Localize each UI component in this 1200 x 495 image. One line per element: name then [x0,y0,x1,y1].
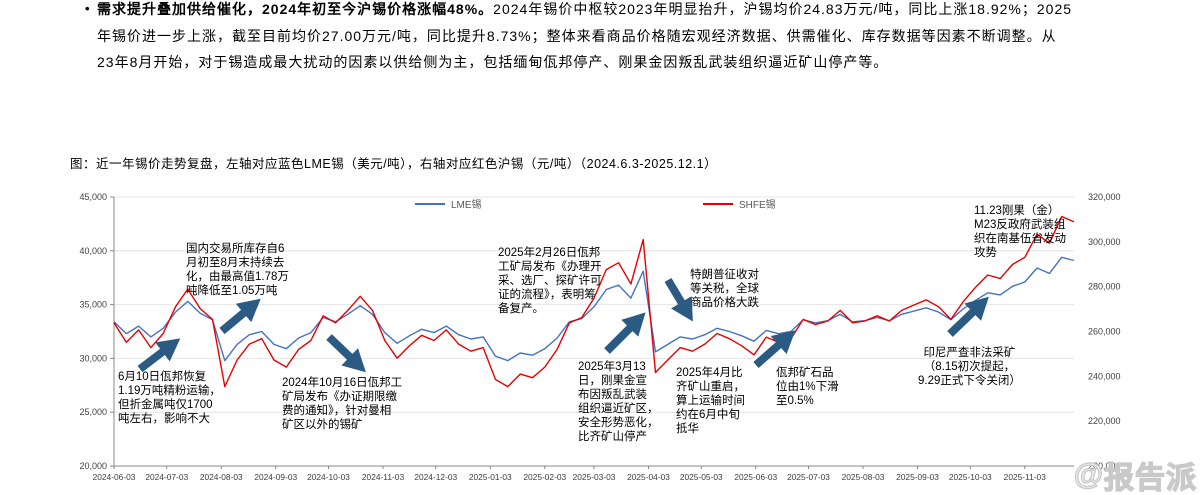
summary-bullet: • 需求提升叠加供给催化，2024年初至今沪锡价格涨幅48%。2024年锡价中枢… [85,0,1072,76]
svg-text:2024-09-03: 2024-09-03 [254,472,297,482]
watermark-logo-icon: @ [1073,457,1104,491]
svg-text:20,000: 20,000 [79,461,107,471]
legend-label-shfe: SHFE锡 [739,200,776,211]
svg-text:2025-02-03: 2025-02-03 [523,472,566,482]
summary-line-1: 需求提升叠加供给催化，2024年初至今沪锡价格涨幅48%。2024年锡价中枢较2… [97,0,1072,23]
trend-arrow-down-apr2025 [664,277,693,322]
svg-text:2025-11-03: 2025-11-03 [1004,472,1047,482]
trend-arrow-up-jun2025 [753,330,796,369]
summary-line-1-bold: 需求提升叠加供给催化，2024年初至今沪锡价格涨幅48%。 [97,1,494,17]
annotation-m23-offensive: 11.23刚果（金） M23反政府武装组 织在南基伍省发动 攻势 [974,205,1066,259]
svg-text:220,000: 220,000 [1088,416,1121,426]
annotation-wa-resume-transport: 6月10日佤邦恢复 1.19万吨精粉运输， 但折金属吨仅1700 吨左右，影响不… [118,371,221,425]
annotation-wa-permit-2025-02: 2025年2月26日佤邦 工矿局发布《办理开 采、选厂、探矿许可 证的流程》，表… [498,247,602,315]
trend-arrow-up-jul2024 [219,298,261,335]
legend-item-shfe: SHFE锡 [703,196,776,211]
annotation-bisie-restart: 2025年4月比 齐矿山重启， 算上运输时间 约在6月中旬 抵华 [676,367,745,435]
trend-arrow-down-nov2024 [326,334,366,373]
svg-text:30,000: 30,000 [79,353,107,363]
trend-arrow-up-jun2024 [137,338,181,373]
trend-arrow-up-mar2025 [604,312,646,354]
svg-text:2025-04-03: 2025-04-03 [627,472,670,482]
svg-text:280,000: 280,000 [1088,282,1121,292]
annotation-trump-tariff: 特朗普征收对 等关税，全球 商品价格大跌 [690,269,759,309]
svg-text:2025-01-03: 2025-01-03 [469,472,512,482]
legend-label-lme: LME锡 [451,200,482,211]
watermark-label: 报告派 [1103,461,1197,495]
annotation-wa-notice-2024-10: 2024年10月16日佤邦工 矿局发布《办证期限缴 费的通知》，针对曼相 矿区以… [282,377,403,431]
svg-text:200,000: 200,000 [1088,461,1121,471]
svg-text:2025-09-03: 2025-09-03 [896,472,939,482]
svg-text:2024-10-03: 2024-10-03 [307,472,350,482]
trend-arrows-layer [137,277,989,373]
svg-text:45,000: 45,000 [79,192,107,202]
price-plot: 45,000 40,000 35,000 30,000 25,000 20,000 320,… [79,192,1121,482]
svg-text:2024-11-03: 2024-11-03 [362,472,405,482]
annotation-congo-bisie-halt: 2025年3月13 日，刚果金宣 布因叛乱武装 组织逼近矿区， 安全形势恶化， … [578,361,659,443]
annotation-exchange-inventory: 国内交易所库存自6 月初至8月末持续去 化，由最高值1.78万 吨降低至1.05… [186,243,289,297]
legend-item-lme: LME锡 [415,196,482,211]
svg-text:2025-05-03: 2025-05-03 [680,472,723,482]
svg-text:35,000: 35,000 [79,300,107,310]
figure-caption: 图：近一年锡价走势复盘，左轴对应蓝色LME锡（美元/吨），右轴对应红色沪锡（元/… [70,157,718,171]
svg-text:2025-10-03: 2025-10-03 [949,472,992,482]
svg-text:2024-08-03: 2024-08-03 [200,472,243,482]
summary-line-3: 23年8月开始，对于锡造成最大扰动的因素以供给侧为主，包括缅甸佤邦停产、刚果金因… [97,54,889,70]
svg-text:260,000: 260,000 [1088,327,1121,337]
lme-line-swatch [415,202,445,205]
summary-line-1-rest: 2024年锡价中枢较2023年明显抬升，沪锡均价24.83万元/吨，同比上涨18… [493,1,1073,17]
svg-text:2025-06-03: 2025-06-03 [734,472,777,482]
summary-text: 需求提升叠加供给催化，2024年初至今沪锡价格涨幅48%。2024年锡价中枢较2… [97,0,1072,76]
trend-arrow-up-oct2025 [947,296,989,337]
annotation-wa-ore-grade: 佤邦矿石品 位由1%下滑 至0.5% [776,367,839,407]
svg-text:2025-03-03: 2025-03-03 [573,472,616,482]
svg-text:2024-12-03: 2024-12-03 [414,472,457,482]
summary-line-2: 年锡价进一步上涨，截至目前均价27.00万元/吨，同比提升8.73%；整体来看商… [97,27,1057,44]
svg-text:40,000: 40,000 [79,246,107,256]
svg-text:2025-07-03: 2025-07-03 [787,472,830,482]
watermark: @ 报告派 [1073,453,1197,495]
shfe-line-swatch [703,202,733,205]
tin-price-chart: 45,000 40,000 35,000 30,000 25,000 20,000 320,… [60,190,1200,493]
svg-text:300,000: 300,000 [1088,237,1121,247]
svg-text:320,000: 320,000 [1088,192,1121,202]
svg-text:2024-07-03: 2024-07-03 [145,472,188,482]
annotation-indonesia-crackdown: 印尼严查非法采矿 （8.15初次提起， 9.29正式下令关闭） [918,347,1021,387]
svg-text:2024-06-03: 2024-06-03 [93,472,136,482]
svg-text:25,000: 25,000 [79,407,107,417]
svg-text:2025-08-03: 2025-08-03 [842,472,885,482]
bullet-marker: • [85,1,90,16]
svg-text:240,000: 240,000 [1088,371,1121,381]
